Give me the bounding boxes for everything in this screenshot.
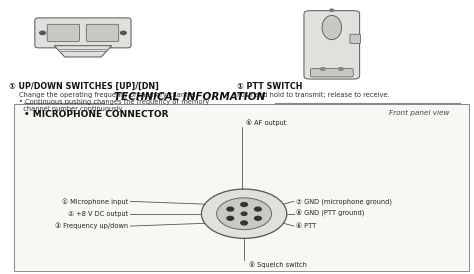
Text: ③ Frequency up/down: ③ Frequency up/down: [55, 223, 128, 229]
Circle shape: [255, 216, 261, 220]
Text: ⑥ AF output: ⑥ AF output: [246, 119, 287, 126]
Text: ① Microphone input: ① Microphone input: [62, 198, 128, 205]
Circle shape: [241, 221, 247, 225]
Text: ⑦ GND (microphone ground): ⑦ GND (microphone ground): [296, 198, 392, 205]
Circle shape: [227, 207, 234, 211]
Text: channel number continuously.: channel number continuously.: [19, 106, 123, 112]
Text: Push and hold to transmit; release to receive.: Push and hold to transmit; release to re…: [237, 92, 390, 98]
Text: TECHNICAL INFORMATION: TECHNICAL INFORMATION: [114, 92, 265, 102]
Circle shape: [338, 68, 343, 70]
Text: Front panel view: Front panel view: [389, 110, 449, 116]
Text: • Continuous pushing changes the frequency or memory: • Continuous pushing changes the frequen…: [19, 99, 209, 105]
FancyBboxPatch shape: [350, 34, 361, 44]
Circle shape: [227, 216, 234, 220]
Text: ⑧ GND (PTT ground): ⑧ GND (PTT ground): [296, 210, 365, 217]
Circle shape: [40, 31, 46, 35]
Circle shape: [217, 198, 272, 230]
FancyBboxPatch shape: [86, 24, 118, 41]
Text: ① PTT SWITCH: ① PTT SWITCH: [237, 82, 302, 91]
Circle shape: [241, 212, 247, 215]
Polygon shape: [54, 46, 111, 57]
Text: ② +8 V DC output: ② +8 V DC output: [68, 211, 128, 217]
Ellipse shape: [322, 15, 342, 40]
Text: ① UP/DOWN SWITCHES [UP]/[DN]: ① UP/DOWN SWITCHES [UP]/[DN]: [9, 82, 159, 91]
Text: • MICROPHONE CONNECTOR: • MICROPHONE CONNECTOR: [24, 110, 168, 119]
Circle shape: [120, 31, 126, 35]
FancyBboxPatch shape: [14, 104, 469, 271]
FancyBboxPatch shape: [47, 24, 80, 41]
Text: ⑤ Squelch switch: ⑤ Squelch switch: [249, 262, 307, 268]
FancyBboxPatch shape: [35, 18, 131, 48]
FancyBboxPatch shape: [304, 11, 360, 79]
Circle shape: [330, 9, 334, 11]
Text: Change the operating frequency or memory channel.: Change the operating frequency or memory…: [19, 92, 198, 98]
Circle shape: [201, 189, 287, 238]
Circle shape: [255, 207, 261, 211]
Circle shape: [241, 202, 247, 206]
FancyBboxPatch shape: [310, 68, 353, 77]
Text: ⑥ PTT: ⑥ PTT: [296, 223, 317, 229]
Circle shape: [320, 68, 325, 70]
